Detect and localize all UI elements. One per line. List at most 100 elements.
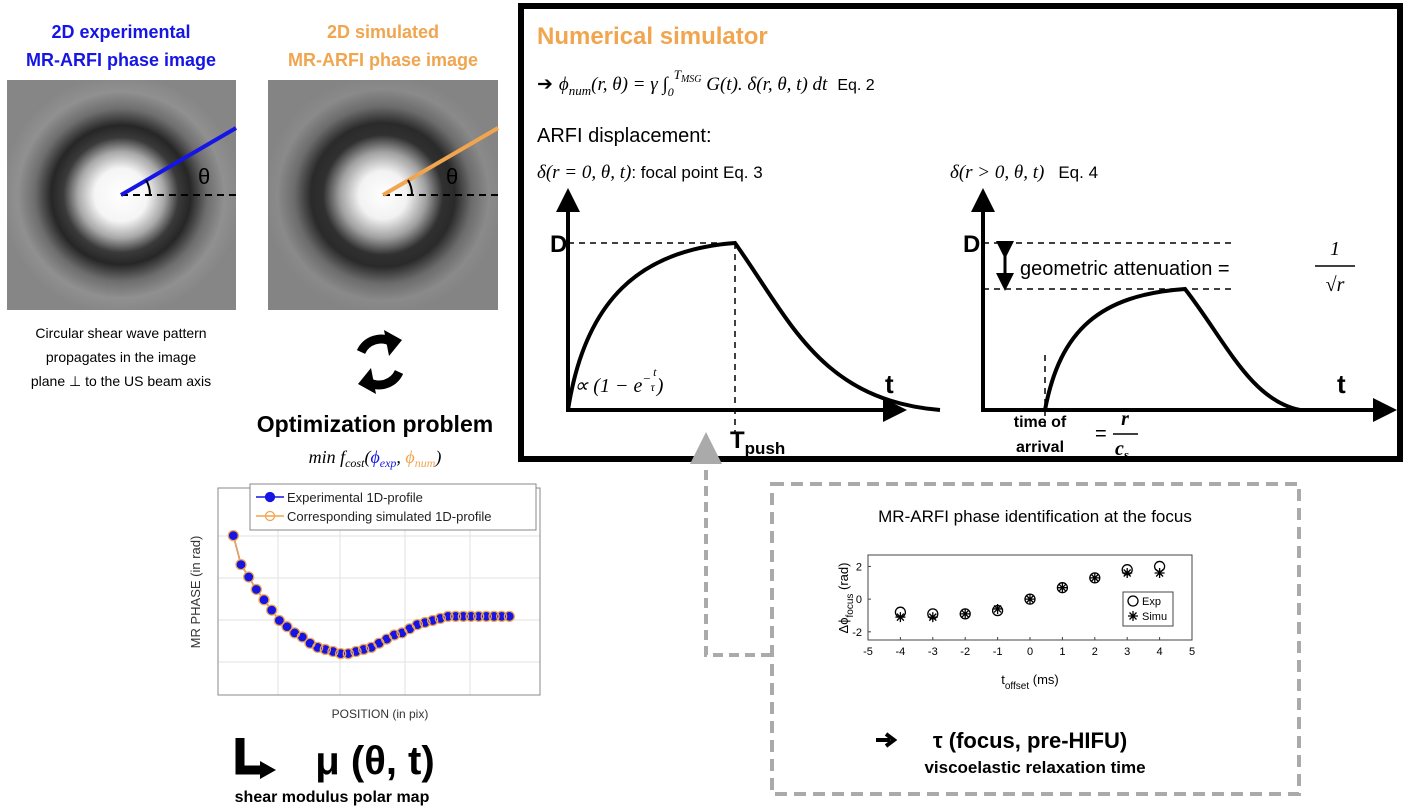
sim-title: MR-ARFI phase image	[288, 50, 478, 70]
cost-close: )	[434, 447, 441, 468]
growth-den: τ	[650, 380, 655, 394]
eq2-mid: (r, θ) = γ ∫	[591, 74, 669, 96]
point	[1057, 582, 1068, 593]
arrival-num: r	[1121, 408, 1129, 430]
point	[411, 618, 423, 631]
eq2-phi: ϕ	[559, 74, 569, 95]
arrival-text: arrival	[1016, 439, 1064, 456]
cost-sub: cost	[345, 456, 365, 470]
point	[503, 610, 515, 622]
angle-arc	[145, 179, 152, 196]
identification-title: MR-ARFI phase identification at the focu…	[878, 507, 1192, 526]
x-tick-label: 3	[1124, 646, 1130, 658]
point	[335, 647, 347, 660]
phi-num: ϕ	[405, 447, 414, 467]
attenuation: geometric attenuation =	[1020, 258, 1230, 280]
optimization-title: Optimization problem	[257, 411, 493, 437]
attenuation-den: √r	[1326, 274, 1345, 296]
eq2-low: 0	[668, 85, 674, 99]
point	[450, 610, 462, 622]
point	[327, 645, 339, 658]
phi-exp: ϕ	[370, 447, 379, 467]
y-tick-label: 0	[856, 594, 862, 606]
eq2: ➔ ϕnum(r, θ) = γ ∫0TMSG G(t). δ(r, θ, t) …	[537, 67, 875, 99]
exp-title: MR-ARFI phase image	[26, 50, 216, 70]
point	[235, 558, 247, 571]
x-tick-label: -1	[993, 646, 1003, 658]
eq3-delta: δ(r = 0, θ, t)	[537, 162, 631, 183]
growth-sign: −	[642, 371, 651, 386]
point	[273, 614, 285, 627]
legend-marker	[264, 491, 276, 503]
tpush-sub: push	[745, 439, 786, 458]
point	[388, 629, 400, 641]
mu-caption: shear modulus polar map	[235, 789, 430, 806]
point	[442, 610, 454, 622]
legend-label: Exp	[1142, 596, 1161, 608]
point	[1089, 572, 1100, 583]
cost-min: min f	[309, 447, 349, 467]
mu-label: μ (θ, t)	[315, 739, 434, 783]
y-axis-label: MR PHASE (in rad)	[188, 536, 203, 649]
caption: Circular shear wave pattern	[35, 325, 206, 341]
phi-exp-sub: exp	[380, 456, 397, 470]
y-label-unit: (rad)	[836, 563, 851, 594]
point	[251, 584, 262, 595]
eq2-up-sub: MSG	[680, 74, 702, 85]
x-label-sub: offset	[1005, 681, 1029, 692]
y-label-sub: focus	[845, 594, 856, 618]
point	[1154, 567, 1165, 578]
legend-marker	[1128, 611, 1138, 621]
eq2-arrow: ➔	[537, 74, 553, 95]
point	[342, 647, 354, 660]
corner-arrow-head	[260, 761, 276, 779]
legend-marker	[264, 510, 276, 522]
point	[296, 631, 308, 643]
legend-marker	[1127, 595, 1139, 607]
eq4: δ(r > 0, θ, t) Eq. 4	[950, 162, 1098, 183]
x-tick-label: 2	[1092, 646, 1098, 658]
x-label-t: t	[1001, 672, 1005, 687]
x-label-unit: (ms)	[1029, 672, 1059, 687]
eq3-label: : focal point Eq. 3	[631, 163, 762, 182]
point	[266, 605, 277, 615]
series-line	[232, 535, 510, 655]
connector-arrow	[690, 432, 771, 657]
x-tick-label: 5	[1189, 646, 1195, 658]
attenuation-num: 1	[1330, 238, 1340, 260]
point	[927, 612, 938, 623]
x-tick-label: 0	[1027, 646, 1033, 658]
x-tick-label: -4	[896, 646, 906, 658]
D-label: D	[550, 231, 567, 258]
y-tick-label: -2	[852, 627, 862, 639]
point	[1122, 567, 1133, 578]
displacement-title: ARFI displacement:	[537, 125, 712, 147]
x-axis-label: toffset (ms)	[1001, 672, 1059, 692]
point	[282, 621, 292, 632]
eq4-delta: δ(r > 0, θ, t)	[950, 162, 1044, 183]
D-label: D	[963, 231, 980, 258]
point	[281, 621, 293, 633]
point	[480, 610, 492, 622]
legend-label: Experimental 1D-profile	[287, 490, 423, 505]
simulator-box	[518, 3, 1403, 462]
theta: θ	[446, 164, 458, 189]
tpush-T: T	[730, 427, 745, 454]
point	[350, 645, 362, 658]
point	[895, 612, 906, 623]
point	[319, 643, 331, 656]
point	[992, 603, 1003, 614]
propagation-graph	[971, 188, 1397, 432]
eq2-label: Eq. 2	[837, 77, 874, 94]
y-tick-label: 2	[856, 561, 862, 573]
point	[488, 610, 500, 622]
growth-close: )	[656, 375, 664, 397]
point	[228, 530, 239, 541]
cost-function: min fcost(ϕexp, ϕnum)	[309, 447, 442, 470]
exp-title: 2D experimental	[51, 22, 190, 42]
y-label-d: Δϕ	[836, 618, 851, 634]
simulator-title: Numerical simulator	[537, 23, 768, 50]
point	[243, 572, 254, 582]
eq2-up: T	[674, 67, 682, 82]
